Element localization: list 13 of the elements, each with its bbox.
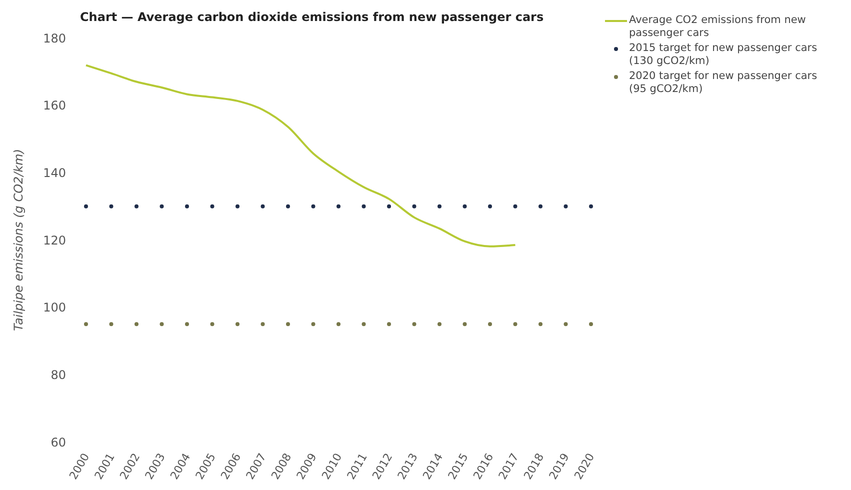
y-tick-label: 180 [43, 31, 66, 46]
y-tick-label: 160 [43, 98, 66, 113]
legend-label: 2015 target for new passenger cars (130 gCO2/km) [629, 42, 818, 68]
y-tick-label: 100 [43, 300, 66, 315]
chart-title: Chart — Average carbon dioxide emissions from new passenger cars [80, 10, 544, 24]
y-tick-label: 60 [50, 435, 66, 450]
legend-label: 2020 target for new passenger cars (95 gCO2/km) [629, 70, 818, 96]
y-tick-label: 140 [43, 166, 66, 180]
y-tick-label: 80 [50, 368, 66, 382]
y-axis-title: Tailpipe emissions (g CO2/km) [11, 148, 26, 332]
y-tick-label: 120 [43, 233, 66, 248]
legend-label: Average CO2 emissions from new passenger cars [629, 14, 807, 40]
line-series [85, 64, 516, 248]
